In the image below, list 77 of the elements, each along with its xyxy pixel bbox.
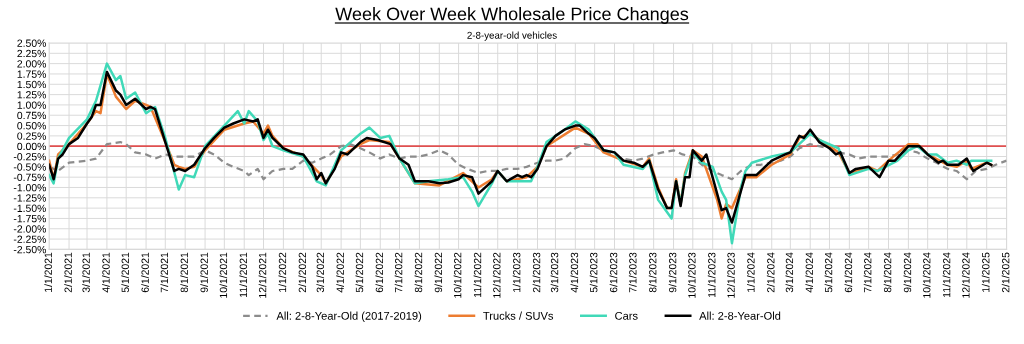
x-tick-label: 9/1/2023 bbox=[668, 252, 677, 293]
x-tick-label: 7/1/2022 bbox=[394, 252, 403, 293]
y-tick-label: 0.00% bbox=[17, 142, 47, 151]
x-tick-label: 2/1/2023 bbox=[532, 252, 541, 293]
y-tick-label: -1.25% bbox=[13, 194, 47, 202]
legend-label: Trucks / SUVs bbox=[483, 311, 554, 320]
x-tick-label: 12/1/2022 bbox=[492, 252, 501, 298]
x-tick-label: 9/1/2021 bbox=[200, 252, 208, 293]
y-tick-label: 0.25% bbox=[17, 132, 47, 140]
x-tick-label: 3/1/2024 bbox=[785, 252, 794, 293]
x-tick-label: 11/1/2021 bbox=[239, 252, 248, 297]
x-tick-label: 1/1/2025 bbox=[981, 252, 990, 292]
x-tick-label: 7/1/2021 bbox=[160, 252, 169, 293]
chart-title: Week Over Week Wholesale Price Changes bbox=[335, 7, 689, 24]
x-tick-label: 12/1/2023 bbox=[727, 252, 735, 298]
legend-label: Cars bbox=[615, 311, 638, 320]
y-tick-label: -0.25% bbox=[13, 153, 47, 161]
x-tick-label: 8/1/2023 bbox=[648, 252, 657, 293]
x-tick-label: 12/1/2021 bbox=[258, 252, 267, 298]
x-tick-label: 2/1/2025 bbox=[1001, 252, 1010, 293]
x-tick-label: 9/1/2024 bbox=[903, 252, 912, 293]
y-tick-label: 2.50% bbox=[17, 39, 47, 47]
y-tick-label: -2.25% bbox=[13, 235, 47, 243]
x-tick-label: 5/1/2024 bbox=[824, 252, 833, 293]
y-tick-label: -0.50% bbox=[13, 163, 47, 171]
y-tick-label: -2.50% bbox=[13, 245, 47, 254]
x-tick-label: 11/1/2023 bbox=[707, 252, 716, 297]
legend-label: All: 2-8-Year-Old bbox=[699, 311, 781, 320]
y-tick-label: 0.50% bbox=[17, 122, 47, 130]
x-tick-label: 3/1/2022 bbox=[316, 252, 325, 293]
x-tick-label: 5/1/2021 bbox=[121, 252, 129, 293]
y-tick-label: 0.75% bbox=[17, 111, 47, 120]
legend-label: All: 2-8-Year-Old (2017-2019) bbox=[276, 311, 422, 322]
y-tick-label: 2.00% bbox=[17, 60, 47, 68]
x-tick-label: 11/1/2024 bbox=[942, 252, 951, 297]
chart-subtitle: 2-8-year-old vehicles bbox=[467, 31, 557, 41]
x-tick-label: 2/1/2022 bbox=[298, 252, 307, 293]
x-tick-label: 6/1/2023 bbox=[609, 252, 618, 293]
y-tick-label: 1.75% bbox=[17, 70, 47, 78]
x-tick-label: 6/1/2021 bbox=[141, 252, 149, 293]
x-tick-label: 10/1/2022 bbox=[453, 252, 462, 298]
x-tick-label: 1/1/2023 bbox=[512, 252, 521, 292]
y-tick-label: -1.75% bbox=[13, 214, 47, 223]
y-tick-label: 1.50% bbox=[17, 80, 47, 89]
y-tick-label: -1.00% bbox=[13, 183, 47, 192]
y-tick-label: 2.25% bbox=[17, 49, 47, 58]
x-tick-label: 4/1/2023 bbox=[570, 252, 579, 293]
x-tick-label: 1/1/2024 bbox=[746, 252, 755, 292]
x-tick-label: 12/1/2024 bbox=[961, 252, 970, 298]
x-tick-label: 11/1/2022 bbox=[473, 252, 482, 297]
x-tick-label: 3/1/2023 bbox=[550, 252, 559, 293]
y-tick-label: 1.25% bbox=[17, 91, 47, 99]
x-tick-label: 7/1/2023 bbox=[628, 252, 637, 293]
y-tick-label: -2.00% bbox=[13, 225, 47, 233]
x-tick-label: 8/1/2024 bbox=[883, 252, 892, 293]
x-tick-label: 3/1/2021 bbox=[82, 252, 90, 293]
x-tick-label: 6/1/2022 bbox=[375, 252, 384, 293]
x-tick-label: 8/1/2022 bbox=[414, 252, 423, 293]
x-tick-label: 1/1/2022 bbox=[278, 252, 287, 292]
x-tick-label: 10/1/2023 bbox=[687, 252, 696, 298]
x-tick-label: 2/1/2024 bbox=[766, 252, 775, 293]
x-tick-label: 5/1/2023 bbox=[589, 252, 598, 293]
y-tick-label: -0.75% bbox=[13, 173, 47, 182]
x-tick-label: 4/1/2021 bbox=[102, 252, 110, 293]
x-tick-label: 9/1/2022 bbox=[434, 252, 443, 293]
x-tick-label: 6/1/2024 bbox=[844, 252, 853, 293]
x-tick-label: 10/1/2024 bbox=[922, 252, 931, 298]
x-tick-label: 7/1/2024 bbox=[863, 252, 872, 293]
x-tick-label: 1/1/2021 bbox=[44, 252, 52, 292]
y-tick-label: -1.50% bbox=[13, 204, 47, 212]
x-tick-label: 10/1/2021 bbox=[219, 252, 228, 298]
x-tick-label: 8/1/2021 bbox=[180, 252, 188, 293]
y-tick-label: 1.00% bbox=[17, 101, 47, 109]
x-tick-label: 5/1/2022 bbox=[355, 252, 364, 293]
x-tick-label: 4/1/2024 bbox=[805, 252, 814, 293]
x-tick-label: 2/1/2021 bbox=[64, 252, 72, 293]
x-tick-label: 4/1/2022 bbox=[336, 252, 344, 293]
